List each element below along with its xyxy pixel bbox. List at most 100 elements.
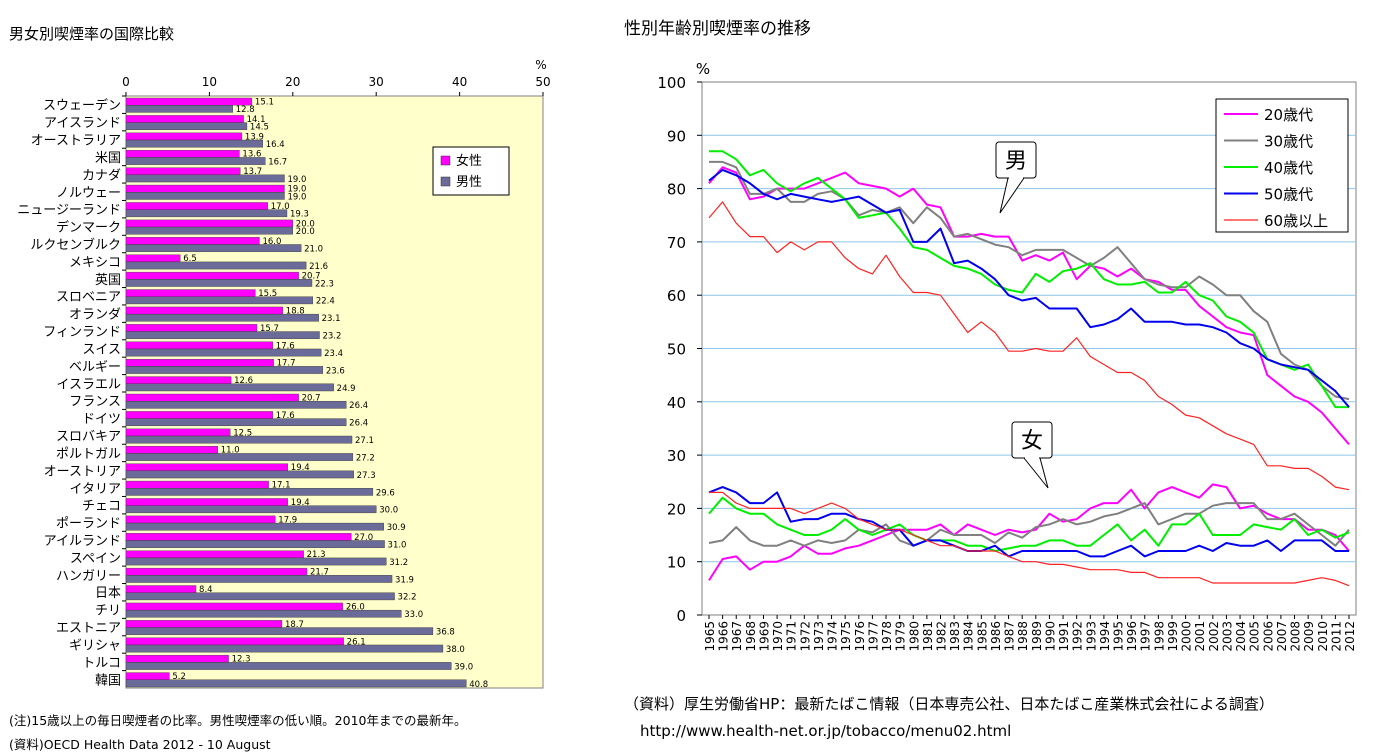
country-label: 日本 [95, 586, 121, 601]
male-bar [125, 488, 374, 496]
country-label: トルコ [82, 656, 121, 671]
series-line [709, 150, 1349, 409]
line-legend-box [1215, 98, 1349, 233]
series-line [708, 483, 1350, 581]
callout-label: 女 [1021, 429, 1043, 454]
male-bar [125, 592, 395, 601]
male-bar [125, 435, 353, 444]
male-bar [125, 522, 384, 531]
male-bar [125, 627, 434, 635]
male-bar [125, 296, 314, 305]
male-value-label: 16.4 [266, 140, 285, 150]
female-value-label: 11.0 [221, 446, 240, 456]
callout-label: 男 [1005, 149, 1027, 174]
country-label: オーストリア [44, 464, 121, 479]
male-value-label: 36.8 [436, 628, 455, 638]
left-note: (注)15歳以上の毎日喫煙者の比率。男性喫煙率の低い順。2010年までの最新年。 [9, 713, 467, 728]
male-value-label: 39.0 [454, 662, 473, 672]
male-bar [125, 174, 285, 183]
male-value-label: 30.9 [387, 523, 406, 533]
male-bar [125, 313, 319, 322]
female-value-label: 21.7 [310, 568, 329, 578]
female-value-label: 15.1 [255, 98, 274, 108]
y-unit-label: % [696, 60, 710, 78]
male-bar [125, 209, 288, 218]
series-line [709, 160, 1350, 401]
country-label: イタリア [70, 482, 121, 497]
male-value-label: 23.2 [322, 332, 341, 342]
male-value-label: 12.8 [236, 105, 255, 115]
x-tick-label: 1974 [826, 621, 840, 652]
country-label: エストニア [56, 621, 121, 636]
x-tick-label: 1984 [962, 621, 976, 652]
x-tick-label: 10 [202, 75, 217, 89]
x-tick-label: 2007 [1275, 621, 1289, 652]
male-bar [125, 139, 263, 148]
male-value-label: 24.9 [337, 384, 356, 394]
female-value-label: 12.3 [232, 655, 251, 665]
country-label: デンマーク [56, 220, 121, 236]
female-value-label: 6.5 [183, 254, 197, 264]
x-tick-label: 1973 [812, 621, 826, 652]
x-tick-label: 2003 [1220, 621, 1234, 652]
y-tick-label: 0 [676, 607, 686, 625]
male-bar [125, 192, 285, 200]
female-value-label: 27.0 [354, 533, 373, 543]
x-tick-label: 1982 [934, 621, 948, 652]
x-tick-label: 1967 [730, 621, 744, 652]
female-value-label: 17.6 [276, 341, 295, 351]
male-value-label: 19.0 [287, 175, 306, 185]
female-value-label: 5.2 [172, 672, 186, 682]
male-value-label: 19.3 [290, 210, 309, 220]
x-tick-label: 30 [369, 75, 384, 89]
y-tick-label: 60 [667, 287, 686, 305]
country-label: ニュージーランド [17, 203, 121, 218]
x-tick-label: 1971 [785, 621, 799, 652]
x-tick-label: 1989 [1030, 621, 1044, 652]
male-value-label: 20.0 [296, 227, 315, 237]
female-value-label: 17.0 [271, 202, 290, 212]
male-bar [125, 244, 302, 252]
male-bar [125, 261, 307, 270]
female-value-label: 19.4 [291, 498, 310, 508]
x-tick-label: 1991 [1057, 621, 1071, 652]
series-line [708, 502, 1350, 547]
male-value-label: 33.0 [404, 610, 423, 620]
male-bar [125, 505, 377, 514]
x-tick-label: 1980 [907, 621, 921, 652]
legend-female-label: 女性 [456, 153, 482, 169]
male-bar [125, 557, 387, 566]
x-tick-label: 1987 [1003, 621, 1017, 652]
female-value-label: 20.7 [302, 272, 321, 282]
male-value-label: 40.8 [469, 680, 488, 690]
x-tick-label: 20 [285, 75, 300, 89]
male-bar [125, 348, 322, 357]
female-value-label: 18.8 [286, 306, 305, 316]
male-bar [125, 226, 294, 235]
female-value-label: 20.7 [302, 394, 321, 404]
country-label: チェコ [82, 499, 121, 514]
y-tick-label: 80 [667, 181, 686, 199]
x-tick-label: 2009 [1302, 621, 1316, 652]
x-tick-label: 2012 [1343, 621, 1357, 652]
y-tick-label: 40 [667, 394, 686, 412]
callout-pointer [999, 177, 1025, 214]
y-tick-label: 30 [667, 447, 686, 465]
left-chart-title: 男女別喫煙率の国際比較 [9, 25, 175, 43]
male-bar [125, 679, 467, 688]
y-tick-label: 20 [667, 500, 686, 518]
country-label: スウェーデン [43, 98, 121, 114]
x-tick-label: 1969 [757, 621, 771, 652]
series-line [708, 201, 1350, 491]
female-value-label: 21.3 [307, 550, 326, 560]
x-tick-label: 2000 [1180, 621, 1194, 652]
country-label: ルクセンブルク [30, 237, 121, 253]
x-tick-label: 1979 [894, 621, 908, 652]
country-label: スイス [82, 342, 121, 357]
female-value-label: 13.7 [243, 167, 262, 177]
legend-series-label: 40歳代 [1264, 159, 1313, 177]
male-value-label: 31.0 [388, 540, 407, 550]
country-label: ポルトガル [56, 447, 121, 462]
male-value-label: 27.1 [355, 436, 374, 446]
